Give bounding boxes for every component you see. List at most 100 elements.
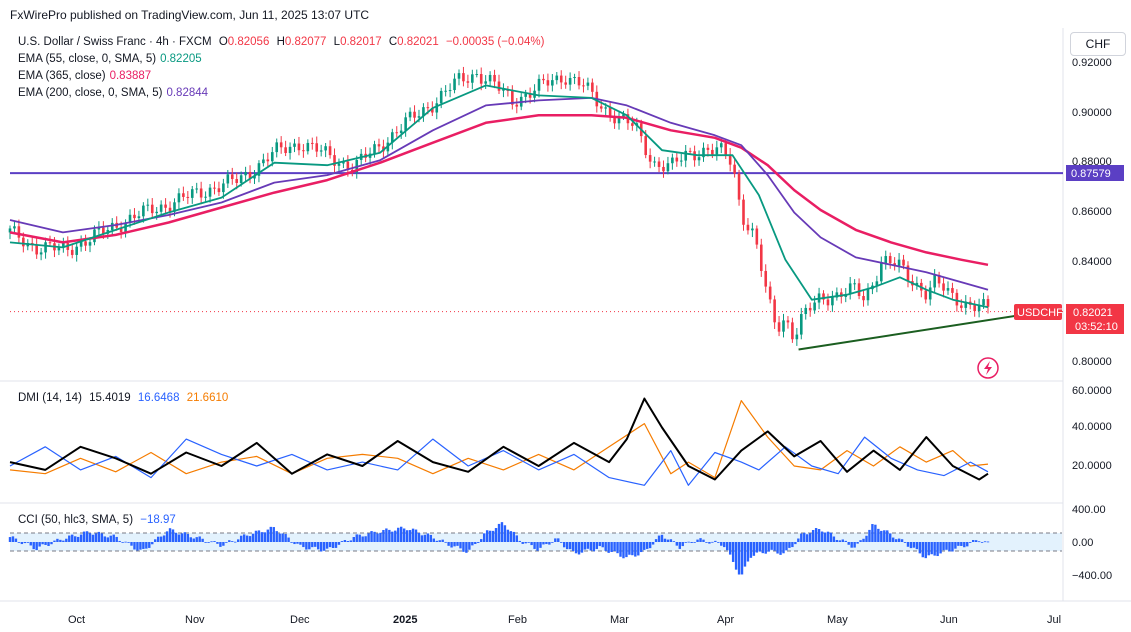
cci-bar — [755, 542, 759, 553]
currency-button[interactable]: CHF — [1070, 32, 1126, 56]
candle-body — [417, 116, 421, 118]
dmi-tick: 20.0000 — [1072, 460, 1112, 472]
candle-body — [44, 242, 47, 253]
cci-bar — [471, 542, 474, 546]
cci-bar — [939, 542, 942, 554]
cci-bar — [272, 527, 275, 542]
lightning-icon[interactable] — [977, 357, 999, 379]
cci-bar — [527, 542, 530, 543]
cci-bar — [856, 542, 859, 544]
cci-bar — [743, 542, 747, 567]
candle-body — [168, 207, 172, 212]
candle-body — [328, 146, 332, 156]
cci-bar — [657, 535, 661, 542]
ema55-line — [9, 84, 989, 309]
candle-body — [235, 179, 239, 183]
candle-body — [960, 305, 963, 308]
cci-bar — [405, 530, 409, 542]
candle-body — [648, 155, 652, 162]
adx-line — [9, 397, 989, 481]
candle-body — [546, 80, 550, 86]
candle-body — [853, 283, 856, 285]
cci-bar — [385, 528, 388, 542]
cci-bar — [109, 535, 112, 542]
cci-bar — [23, 542, 27, 544]
candle-body — [942, 283, 945, 291]
candle-body — [591, 82, 594, 92]
cci-bar — [325, 542, 329, 549]
cci-bar — [65, 538, 68, 542]
candle-body — [408, 111, 412, 118]
cci-tick: 0.00 — [1072, 537, 1093, 549]
cci-bar — [808, 533, 812, 542]
cci-bar — [586, 542, 590, 549]
cci-bar — [530, 542, 533, 546]
candle-body — [493, 74, 496, 82]
cci-bar — [933, 542, 936, 556]
candle-body — [79, 241, 83, 247]
cci-bar — [592, 542, 596, 552]
candle-body — [137, 216, 141, 219]
cci-bar — [477, 542, 480, 543]
cci-bar — [524, 542, 527, 544]
dmi-tick: 40.0000 — [1072, 421, 1112, 433]
cci-bar — [420, 535, 424, 542]
cci-bar — [441, 539, 444, 542]
cci-bar — [980, 542, 984, 543]
candle-body — [208, 187, 212, 197]
cci-bar — [296, 542, 299, 544]
candle-body — [728, 154, 732, 165]
candle-body — [599, 106, 603, 109]
candle-body — [270, 152, 274, 162]
cci-bar — [180, 533, 184, 542]
cci-bar — [509, 531, 513, 542]
cci-bar — [969, 542, 972, 543]
cci-bar — [293, 542, 296, 545]
candle-body — [155, 211, 158, 214]
candle-body — [937, 274, 941, 284]
cci-bar — [900, 539, 904, 542]
candle-body — [915, 282, 919, 286]
ema200-label: EMA (200, close, 0, SMA, 5) — [18, 87, 163, 99]
candle-body — [248, 171, 252, 179]
cci-bar — [322, 542, 326, 551]
cci-bar — [651, 542, 655, 545]
dmi-pane — [9, 397, 989, 486]
cci-bar — [373, 531, 376, 542]
cci-bar — [803, 532, 806, 542]
candle-body — [808, 307, 812, 311]
cci-bar — [687, 541, 690, 543]
cci-bar — [681, 542, 684, 547]
dmi-legend: DMI (14, 14) 15.4019 16.6468 21.6610 — [18, 392, 232, 404]
cci-bar — [977, 541, 981, 543]
candle-body — [782, 320, 785, 332]
cci-bar — [91, 534, 95, 542]
cci-bar — [20, 542, 24, 545]
cci-bar — [868, 529, 871, 542]
candle-body — [84, 241, 87, 246]
cci-bar — [571, 542, 575, 551]
candle-body — [857, 283, 861, 297]
cci-bar — [159, 536, 163, 542]
cci-bar — [773, 542, 776, 551]
support-trendline — [798, 313, 1024, 351]
cci-bar — [764, 542, 767, 554]
cci-bar — [400, 526, 403, 542]
candle-body — [253, 175, 256, 179]
cci-bar — [287, 537, 290, 542]
ema55-value: 0.82205 — [160, 53, 202, 65]
cci-bar — [414, 529, 418, 542]
cci-bar — [749, 542, 753, 558]
candle-body — [182, 193, 185, 197]
cci-bar — [302, 542, 305, 548]
candle-body — [484, 81, 487, 84]
time-label: Apr — [717, 614, 734, 626]
cci-bar — [62, 540, 65, 542]
cci-bar — [637, 542, 640, 556]
minus-di-line — [9, 400, 989, 479]
cci-bar — [275, 531, 278, 542]
cci-bar — [426, 533, 430, 542]
price-tick: 0.92000 — [1072, 57, 1112, 69]
cci-tick: 400.00 — [1072, 504, 1106, 516]
